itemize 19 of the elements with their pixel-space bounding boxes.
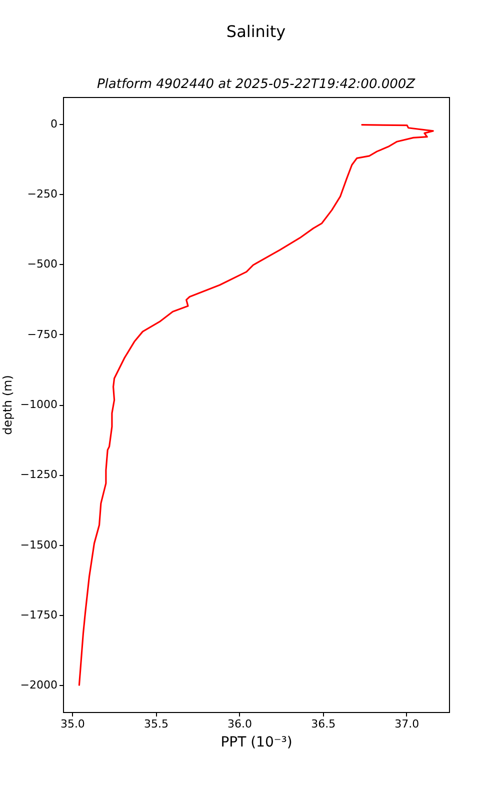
y-tick-label: −1500 — [20, 538, 58, 552]
y-tick-label: −250 — [27, 188, 58, 201]
x-tick-label: 35.0 — [60, 718, 85, 730]
y-tick-label: −750 — [27, 328, 58, 341]
x-tick-label: 36.0 — [228, 718, 252, 730]
x-axis-title: PPT (10⁻³) — [220, 734, 292, 750]
y-tick-label: −1000 — [20, 398, 58, 411]
chart-subtitle: Platform 4902440 at 2025-05-22T19:42:00.000Z — [96, 77, 416, 92]
y-axis-title: depth (m) — [0, 375, 14, 435]
y-tick-label: 0 — [50, 117, 58, 130]
y-tick-label: −2000 — [20, 678, 58, 692]
y-tick-label: −1250 — [20, 468, 58, 482]
x-tick-label: 35.5 — [144, 718, 168, 730]
line-series — [78, 124, 434, 686]
y-tick-label: −1750 — [20, 608, 58, 622]
x-tick-label: 37.0 — [394, 718, 420, 730]
y-tick-label: −500 — [27, 258, 58, 271]
x-tick-label: 36.5 — [311, 718, 336, 730]
chart-title: Salinity — [226, 22, 286, 41]
